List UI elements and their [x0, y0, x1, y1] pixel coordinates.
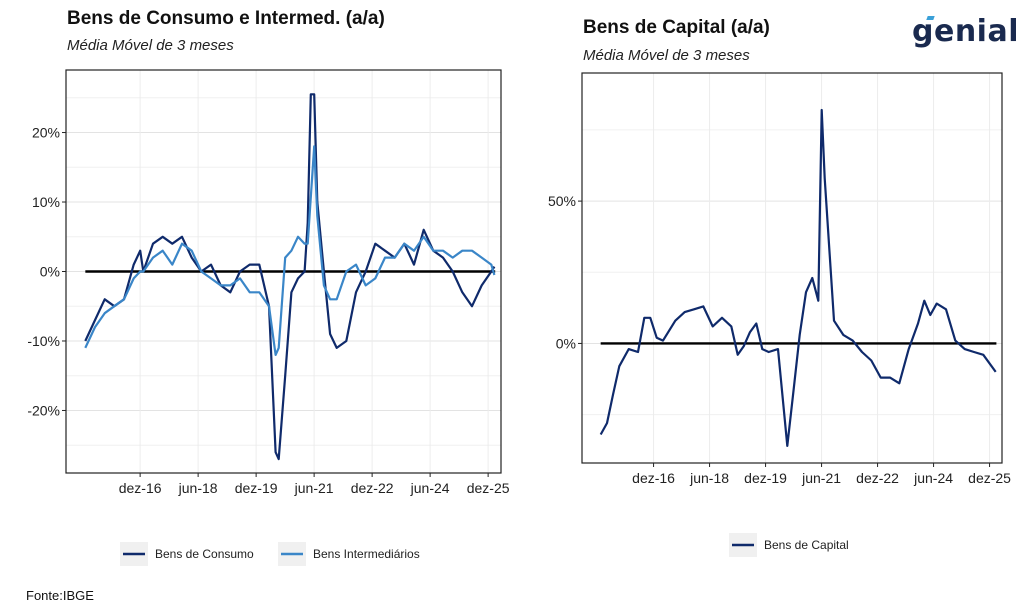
left-chart-subtitle: Média Móvel de 3 meses	[67, 37, 234, 54]
x-tick-label: dez-16	[119, 480, 162, 496]
x-tick-label: jun-18	[178, 480, 218, 496]
y-tick-label: -10%	[27, 333, 60, 349]
series-line	[599, 108, 997, 447]
legend-label: Bens de Consumo	[155, 547, 254, 561]
series-line	[84, 145, 496, 356]
x-tick-label: jun-21	[294, 480, 334, 496]
x-tick-label: dez-22	[856, 470, 899, 486]
y-tick-label: 50%	[548, 193, 576, 209]
x-tick-label: dez-16	[632, 470, 675, 486]
x-tick-label: dez-25	[467, 480, 510, 496]
left-line-chart: -20% -10% 0% 10% 20% dez-16 jun-18 dez-19 jun-21…	[27, 69, 510, 566]
legend-label: Bens de Capital	[764, 538, 849, 552]
right-chart-title: Bens de Capital (a/a)	[583, 17, 770, 38]
x-tick-label: jun-18	[689, 470, 729, 486]
right-chart-subtitle: Média Móvel de 3 meses	[583, 47, 750, 64]
y-tick-label: 10%	[32, 194, 60, 210]
right-line-chart: 0% 50% dez-16 jun-18 dez-19 jun-21 dez-22 jun-2…	[548, 72, 1011, 557]
genial-logo: genial	[912, 14, 1019, 49]
plot-border	[581, 72, 1003, 464]
x-tick-label: dez-25	[968, 470, 1011, 486]
y-tick-label: 0%	[40, 264, 60, 280]
left-chart-title: Bens de Consumo e Intermed. (a/a)	[67, 8, 385, 29]
y-tick-label: -20%	[27, 402, 60, 418]
x-tick-label: jun-24	[410, 480, 450, 496]
x-tick-label: dez-19	[235, 480, 278, 496]
x-tick-label: dez-22	[351, 480, 394, 496]
y-tick-label: 20%	[32, 125, 60, 141]
x-tick-label: jun-24	[913, 470, 953, 486]
source-note: Fonte:IBGE	[26, 588, 94, 603]
x-tick-label: dez-19	[744, 470, 787, 486]
y-tick-label: 0%	[556, 335, 576, 351]
legend-label: Bens Intermediários	[313, 547, 420, 561]
x-tick-label: jun-21	[801, 470, 841, 486]
